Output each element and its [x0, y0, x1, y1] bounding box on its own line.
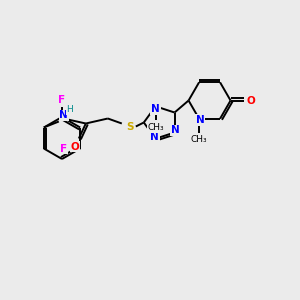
Text: N: N: [171, 125, 180, 136]
Text: F: F: [60, 143, 67, 154]
Text: S: S: [126, 122, 134, 133]
Text: O: O: [70, 142, 79, 152]
Text: H: H: [66, 105, 73, 114]
Text: N: N: [150, 132, 159, 142]
Text: N: N: [151, 104, 160, 114]
Text: O: O: [246, 95, 255, 106]
Text: CH₃: CH₃: [147, 123, 164, 132]
Text: F: F: [58, 95, 66, 105]
Text: N: N: [59, 110, 68, 121]
Text: N: N: [196, 115, 204, 125]
Text: CH₃: CH₃: [191, 135, 207, 144]
